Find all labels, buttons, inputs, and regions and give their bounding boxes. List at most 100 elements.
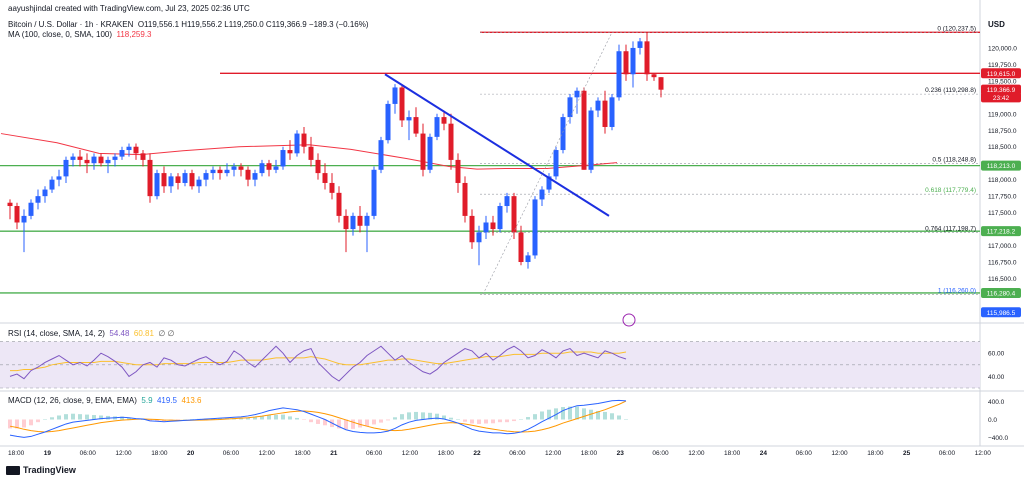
time-tick-label: 18:00: [867, 450, 884, 457]
candle: [175, 176, 181, 183]
candle: [343, 215, 349, 230]
macd-histogram-bar: [260, 416, 264, 420]
currency-label[interactable]: USD: [988, 20, 1005, 29]
rsi-line: [9, 345, 627, 382]
macd-histogram-bar: [596, 411, 600, 420]
candle: [294, 133, 300, 154]
macd-line: [9, 399, 627, 438]
candle: [42, 189, 48, 197]
macd-histogram-bar: [393, 417, 397, 420]
price-tag: [981, 160, 1021, 171]
time-tick-label: 22: [473, 450, 481, 457]
macd-histogram-bar: [386, 419, 390, 421]
candle: [413, 117, 419, 134]
time-tick-label: 18:00: [151, 450, 168, 457]
price-tag-text: 23:42: [993, 95, 1010, 102]
macd-histogram-bar: [316, 419, 320, 424]
candle: [273, 166, 279, 170]
price-tag-text: 115,986.5: [987, 310, 1016, 317]
macd-histogram-bar: [43, 419, 47, 420]
time-tick-label: 12:00: [688, 450, 705, 457]
macd-histogram-bar: [400, 414, 404, 420]
price-tick-label: 118,750.0: [988, 128, 1017, 135]
time-tick-label: 23: [617, 450, 625, 457]
macd-histogram-bar: [547, 409, 551, 420]
time-tick-label: 18:00: [724, 450, 741, 457]
candle: [406, 117, 412, 121]
price-tag: [981, 226, 1021, 237]
price-tag: [981, 287, 1021, 298]
price-tick-label: 120,000.0: [988, 45, 1017, 52]
macd-histogram-bar: [85, 414, 89, 420]
macd-histogram-bar: [176, 419, 180, 420]
time-tick-label: 18:00: [581, 450, 598, 457]
candle: [70, 156, 76, 160]
time-tick-label: 06:00: [652, 450, 669, 457]
macd-histogram-bar: [554, 408, 558, 420]
time-tick-label: 18:00: [438, 450, 455, 457]
candle: [322, 173, 328, 183]
time-tick-label: 12:00: [259, 450, 276, 457]
macd-histogram-bar: [246, 417, 250, 420]
macd-histogram-bar: [526, 417, 530, 420]
candle: [476, 232, 482, 243]
macd-histogram-bar: [323, 419, 327, 426]
macd-histogram-bar: [309, 419, 313, 423]
candle: [98, 156, 104, 164]
macd-legend[interactable]: MACD (12, 26, close, 9, EMA, EMA) 5.9 41…: [8, 396, 201, 405]
candle: [357, 215, 363, 226]
candle: [609, 97, 615, 127]
symbol-title[interactable]: Bitcoin / U.S. Dollar · 1h · KRAKEN: [8, 20, 134, 29]
price-tick-label: 119,500.0: [988, 78, 1017, 85]
candle: [511, 196, 517, 233]
macd-histogram-bar: [344, 419, 348, 430]
price-tag-text: 118,213.0: [987, 163, 1016, 170]
candle: [161, 173, 167, 187]
macd-histogram-bar: [92, 415, 96, 420]
macd-histogram-bar: [183, 419, 187, 420]
macd-tick-label: 0.0: [988, 417, 997, 424]
macd-histogram-bar: [617, 415, 621, 420]
tradingview-logo[interactable]: TradingView: [6, 465, 76, 475]
price-tick-label: 117,500.0: [988, 210, 1017, 217]
price-tick-label: 116,500.0: [988, 276, 1017, 283]
candle: [231, 166, 237, 170]
candle: [7, 202, 13, 207]
candle: [427, 136, 433, 170]
candle: [91, 156, 97, 164]
candle: [385, 103, 391, 141]
macd-histogram-bar: [428, 412, 432, 420]
macd-histogram-bar: [603, 411, 607, 420]
time-tick-label: 06:00: [509, 450, 526, 457]
candle: [630, 47, 636, 75]
price-tick-label: 117,750.0: [988, 194, 1017, 201]
macd-tick-label: 400.0: [988, 399, 1005, 406]
macd-histogram-bar: [78, 414, 82, 420]
macd-histogram-bar: [155, 419, 159, 422]
price-tag: [981, 84, 1021, 95]
price-tag: [981, 92, 1021, 103]
candle: [63, 159, 69, 177]
rsi-legend[interactable]: RSI (14, close, SMA, 14, 2) 54.48 60.81 …: [8, 329, 175, 338]
candle: [308, 146, 314, 160]
time-tick-label: 25: [903, 450, 911, 457]
macd-tick-label: −400.0: [988, 435, 1008, 442]
candle: [21, 215, 27, 223]
candle: [105, 159, 111, 164]
candle: [455, 159, 461, 183]
candle: [112, 156, 118, 160]
candle: [364, 215, 370, 226]
fib-level-label: 0.236 (119,298.8): [925, 87, 976, 94]
price-tag: [981, 68, 1021, 79]
candle: [245, 169, 251, 180]
macd-histogram-bar: [421, 412, 425, 420]
macd-histogram-bar: [141, 419, 145, 420]
ma-label: MA (100, close, 0, SMA, 100): [8, 30, 113, 39]
rsi-extra: ∅ ∅: [158, 329, 175, 338]
symbol-line[interactable]: Bitcoin / U.S. Dollar · 1h · KRAKEN O119…: [8, 20, 369, 29]
time-tick-label: 12:00: [975, 450, 992, 457]
candle: [329, 182, 335, 193]
ma-legend[interactable]: MA (100, close, 0, SMA, 100) 118,259.3: [8, 30, 152, 39]
macd-histogram-bar: [610, 413, 614, 420]
